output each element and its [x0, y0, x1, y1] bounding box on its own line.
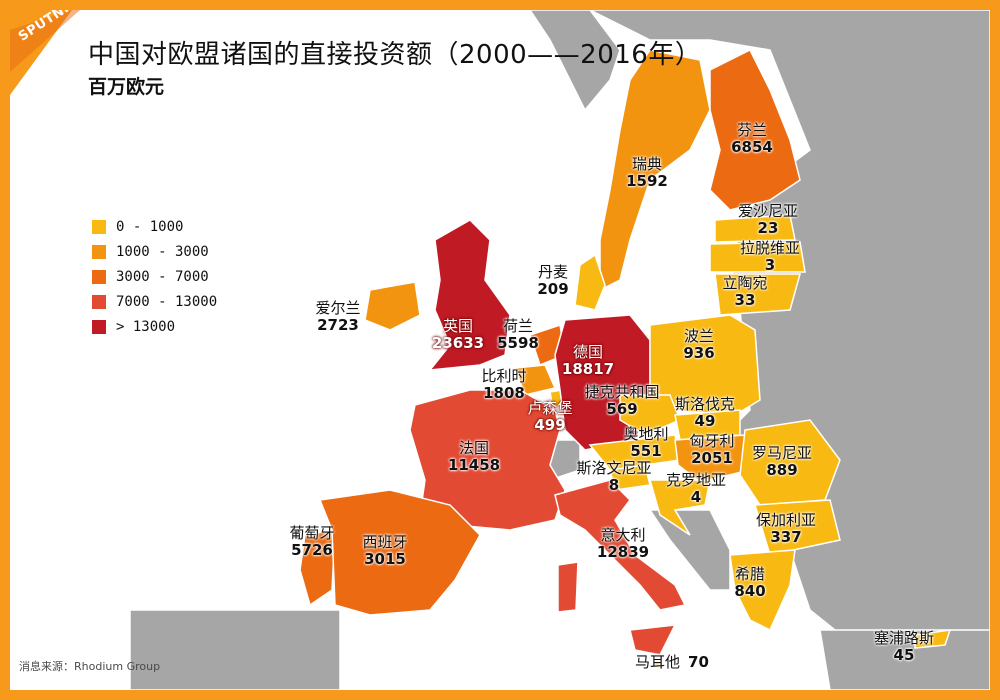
label-finland: 芬兰 6854: [731, 121, 773, 157]
belgium-shape: [513, 364, 557, 396]
label-netherlands: 荷兰 5598: [497, 317, 539, 353]
sputnik-logo: [10, 10, 80, 95]
label-slovakia: 斯洛伐克 49: [674, 395, 736, 431]
label-poland: 波兰 936: [683, 327, 715, 363]
label-croatia: 克罗地亚 4: [665, 471, 727, 507]
legend-label: 1000 - 3000: [116, 243, 209, 260]
croatia-shape: [649, 479, 711, 536]
latvia-shape: [709, 241, 806, 273]
legend-swatch: [92, 219, 106, 234]
map-frame: SPUTNIK 中国对欧盟诸国的直接投资额（2000——2016年） 百万欧元 …: [10, 10, 990, 690]
legend-label: 3000 - 7000: [116, 268, 209, 285]
label-luxembourg: 卢森堡 499: [527, 399, 573, 435]
italy-shape: [554, 479, 687, 611]
label-cyprus: 塞浦路斯 45: [873, 629, 935, 665]
eu-countries: [299, 48, 952, 669]
label-denmark: 丹麦 209: [537, 263, 569, 299]
label-bulgaria: 保加利亚 337: [755, 511, 817, 547]
sardinia-shape: [557, 561, 579, 613]
norway-land: [529, 10, 621, 112]
denmark-shape: [574, 253, 606, 311]
lithuania-shape: [714, 273, 801, 316]
legend-item: > 13000: [92, 314, 217, 339]
legend-item: 7000 - 13000: [92, 289, 217, 314]
legend-swatch: [92, 269, 106, 284]
czech-shape: [619, 394, 681, 436]
eastern-europe-land: [589, 10, 990, 690]
cyprus-shape: [914, 629, 952, 649]
malta-shape: [653, 661, 661, 669]
ireland-shape: [364, 281, 421, 331]
label-portugal: 葡萄牙 5726: [289, 524, 335, 560]
legend-item: 3000 - 7000: [92, 264, 217, 289]
legend-swatch: [92, 244, 106, 259]
source-note: 消息来源：Rhodium Group: [19, 660, 161, 673]
hungary-shape: [674, 434, 751, 483]
label-austria: 奥地利 551: [623, 425, 669, 461]
label-ireland: 爱尔兰 2723: [315, 299, 361, 335]
legend-item: 1000 - 3000: [92, 239, 217, 264]
balkans-land: [648, 509, 731, 591]
europe-map: [10, 10, 990, 690]
label-lithuania: 立陶宛 33: [722, 274, 768, 310]
label-spain: 西班牙 3015: [362, 533, 408, 569]
label-czech: 捷克共和国 569: [584, 383, 660, 419]
label-germany: 德国 18817: [561, 343, 615, 379]
label-estonia: 爱沙尼亚 23: [737, 202, 799, 238]
legend: 0 - 1000 1000 - 3000 3000 - 7000 7000 - …: [92, 214, 217, 339]
legend-item: 0 - 1000: [92, 214, 217, 239]
legend-swatch: [92, 294, 106, 309]
sicily-shape: [629, 624, 677, 656]
label-latvia: 拉脱维亚 3: [739, 239, 801, 275]
label-romania: 罗马尼亚 889: [751, 444, 813, 480]
label-slovenia: 斯洛文尼亚 8: [576, 459, 652, 495]
label-france: 法国 11458: [447, 439, 501, 475]
uk-shape: [428, 219, 511, 371]
legend-label: 0 - 1000: [116, 218, 184, 235]
map-title: 中国对欧盟诸国的直接投资额（2000——2016年）: [88, 40, 702, 70]
legend-label: 7000 - 13000: [116, 293, 218, 310]
label-sweden: 瑞典 1592: [626, 155, 668, 191]
spain-shape: [318, 489, 481, 616]
label-greece: 希腊 840: [734, 565, 766, 601]
legend-label: > 13000: [116, 318, 176, 335]
north-africa-land: [129, 609, 341, 690]
turkey-land: [819, 629, 990, 690]
finland-shape: [709, 48, 801, 211]
label-hungary: 匈牙利 2051: [689, 432, 735, 468]
label-uk: 英国 23633: [431, 317, 485, 353]
label-malta: 马耳他 70: [635, 653, 709, 671]
greece-shape: [729, 549, 796, 632]
legend-swatch: [92, 319, 106, 334]
map-subtitle: 百万欧元: [88, 76, 165, 98]
sweden-shape: [599, 49, 711, 292]
bulgaria-shape: [754, 499, 841, 556]
label-italy: 意大利 12839: [596, 526, 650, 562]
label-belgium: 比利时 1808: [481, 367, 527, 403]
estonia-shape: [714, 214, 796, 243]
portugal-shape: [299, 529, 336, 607]
